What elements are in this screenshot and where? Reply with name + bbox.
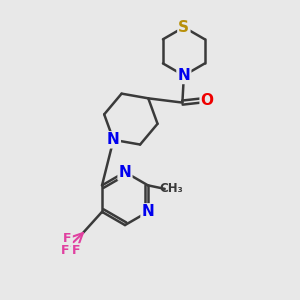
Text: N: N (118, 165, 131, 180)
Text: O: O (201, 93, 214, 108)
Text: N: N (107, 132, 120, 147)
Text: S: S (178, 20, 189, 35)
Text: F: F (63, 232, 72, 245)
Text: N: N (142, 204, 154, 219)
Text: F: F (72, 244, 81, 257)
Text: F: F (61, 244, 70, 256)
Text: N: N (178, 68, 190, 83)
Text: CH₃: CH₃ (160, 182, 183, 195)
